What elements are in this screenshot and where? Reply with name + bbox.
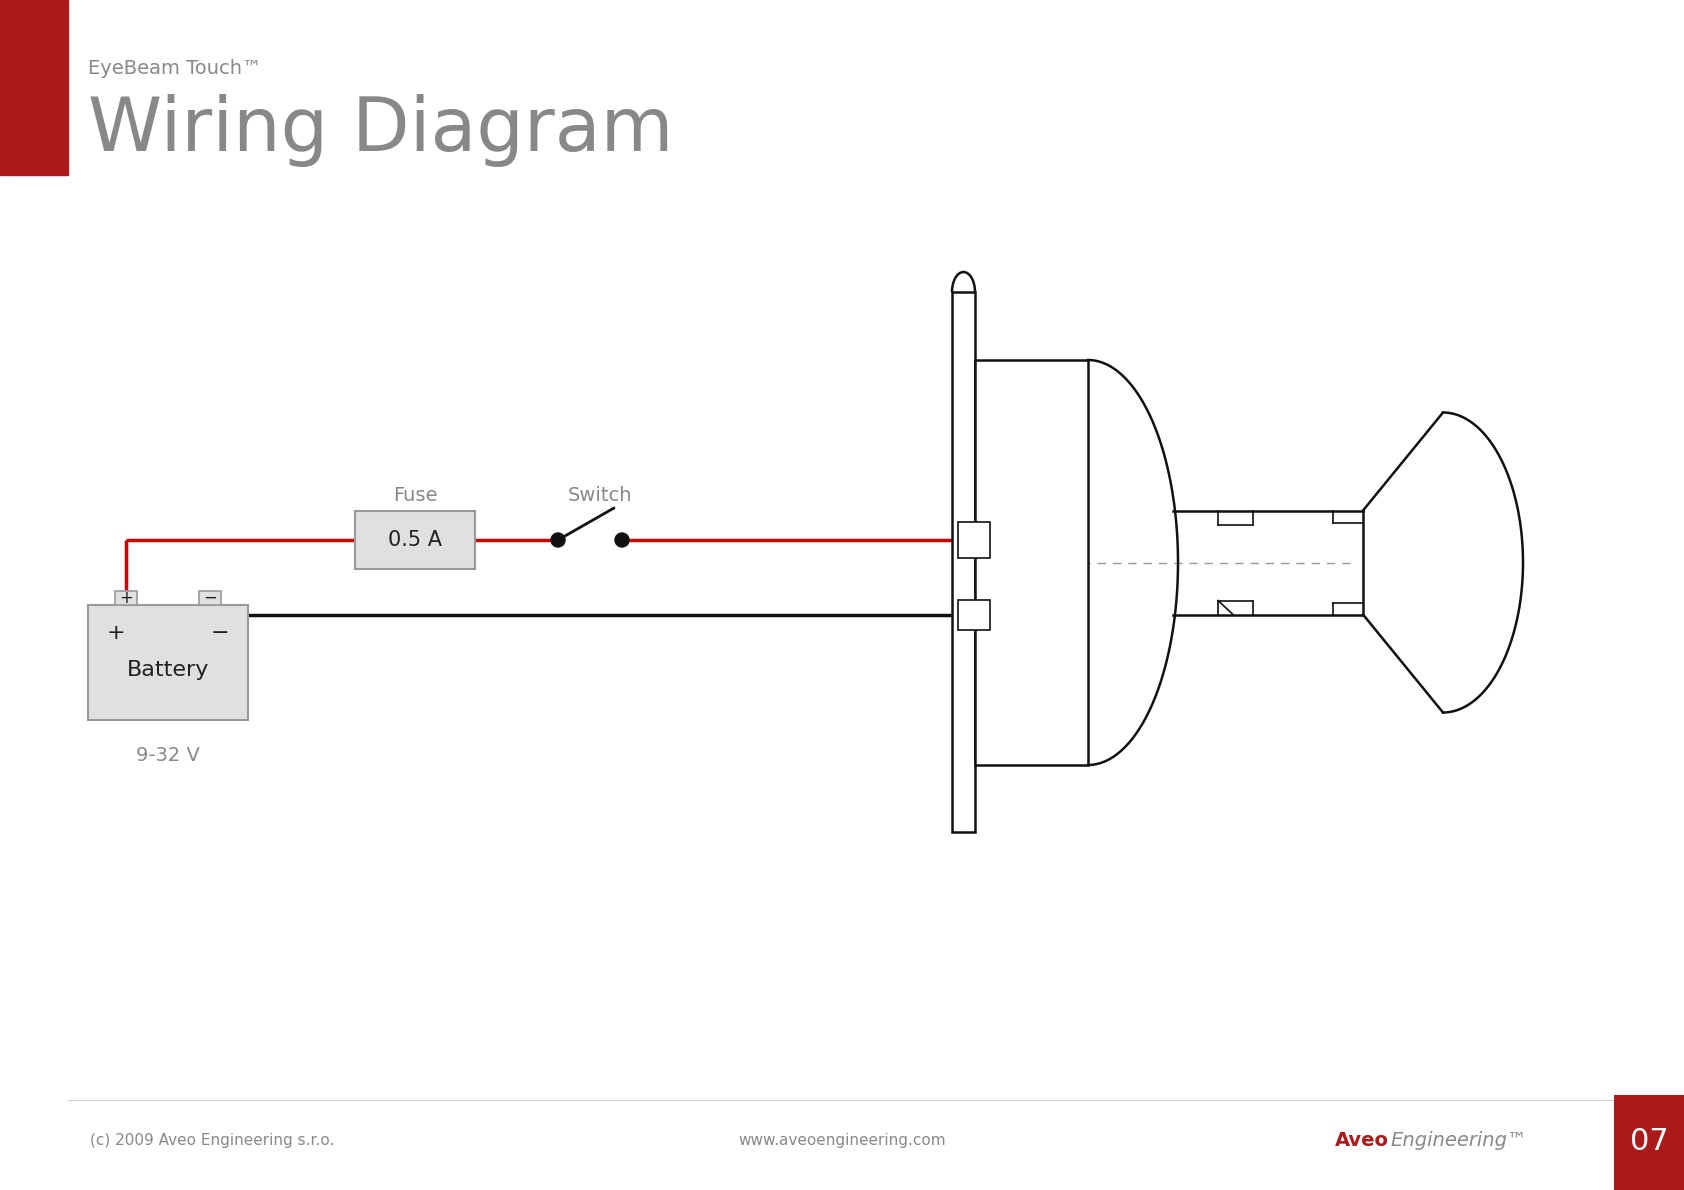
Circle shape <box>551 533 566 547</box>
Text: EyeBeam Touch™: EyeBeam Touch™ <box>88 58 261 77</box>
Text: Engineering™: Engineering™ <box>1389 1130 1526 1150</box>
Text: −: − <box>204 589 217 607</box>
Text: +: + <box>120 589 133 607</box>
Bar <box>88 605 248 720</box>
Text: 9-32 V: 9-32 V <box>136 745 200 764</box>
Text: 0.5 A: 0.5 A <box>387 530 441 550</box>
Bar <box>975 361 1088 765</box>
Text: Switch: Switch <box>568 486 632 505</box>
Text: −: − <box>210 624 229 643</box>
Bar <box>355 511 475 569</box>
Text: 07: 07 <box>1630 1127 1669 1157</box>
Bar <box>1613 1095 1684 1190</box>
Text: Fuse: Fuse <box>392 486 438 505</box>
Bar <box>951 292 975 832</box>
Text: Wiring Diagram: Wiring Diagram <box>88 94 674 167</box>
Circle shape <box>615 533 630 547</box>
Text: www.aveoengineering.com: www.aveoengineering.com <box>738 1133 946 1147</box>
Text: +: + <box>106 624 125 643</box>
Bar <box>958 600 990 630</box>
Text: (c) 2009 Aveo Engineering s.r.o.: (c) 2009 Aveo Engineering s.r.o. <box>89 1133 335 1147</box>
Bar <box>115 591 136 605</box>
Text: Aveo: Aveo <box>1335 1130 1389 1150</box>
Text: Battery: Battery <box>126 660 209 679</box>
Bar <box>199 591 221 605</box>
Bar <box>958 522 990 558</box>
Bar <box>0 0 67 175</box>
